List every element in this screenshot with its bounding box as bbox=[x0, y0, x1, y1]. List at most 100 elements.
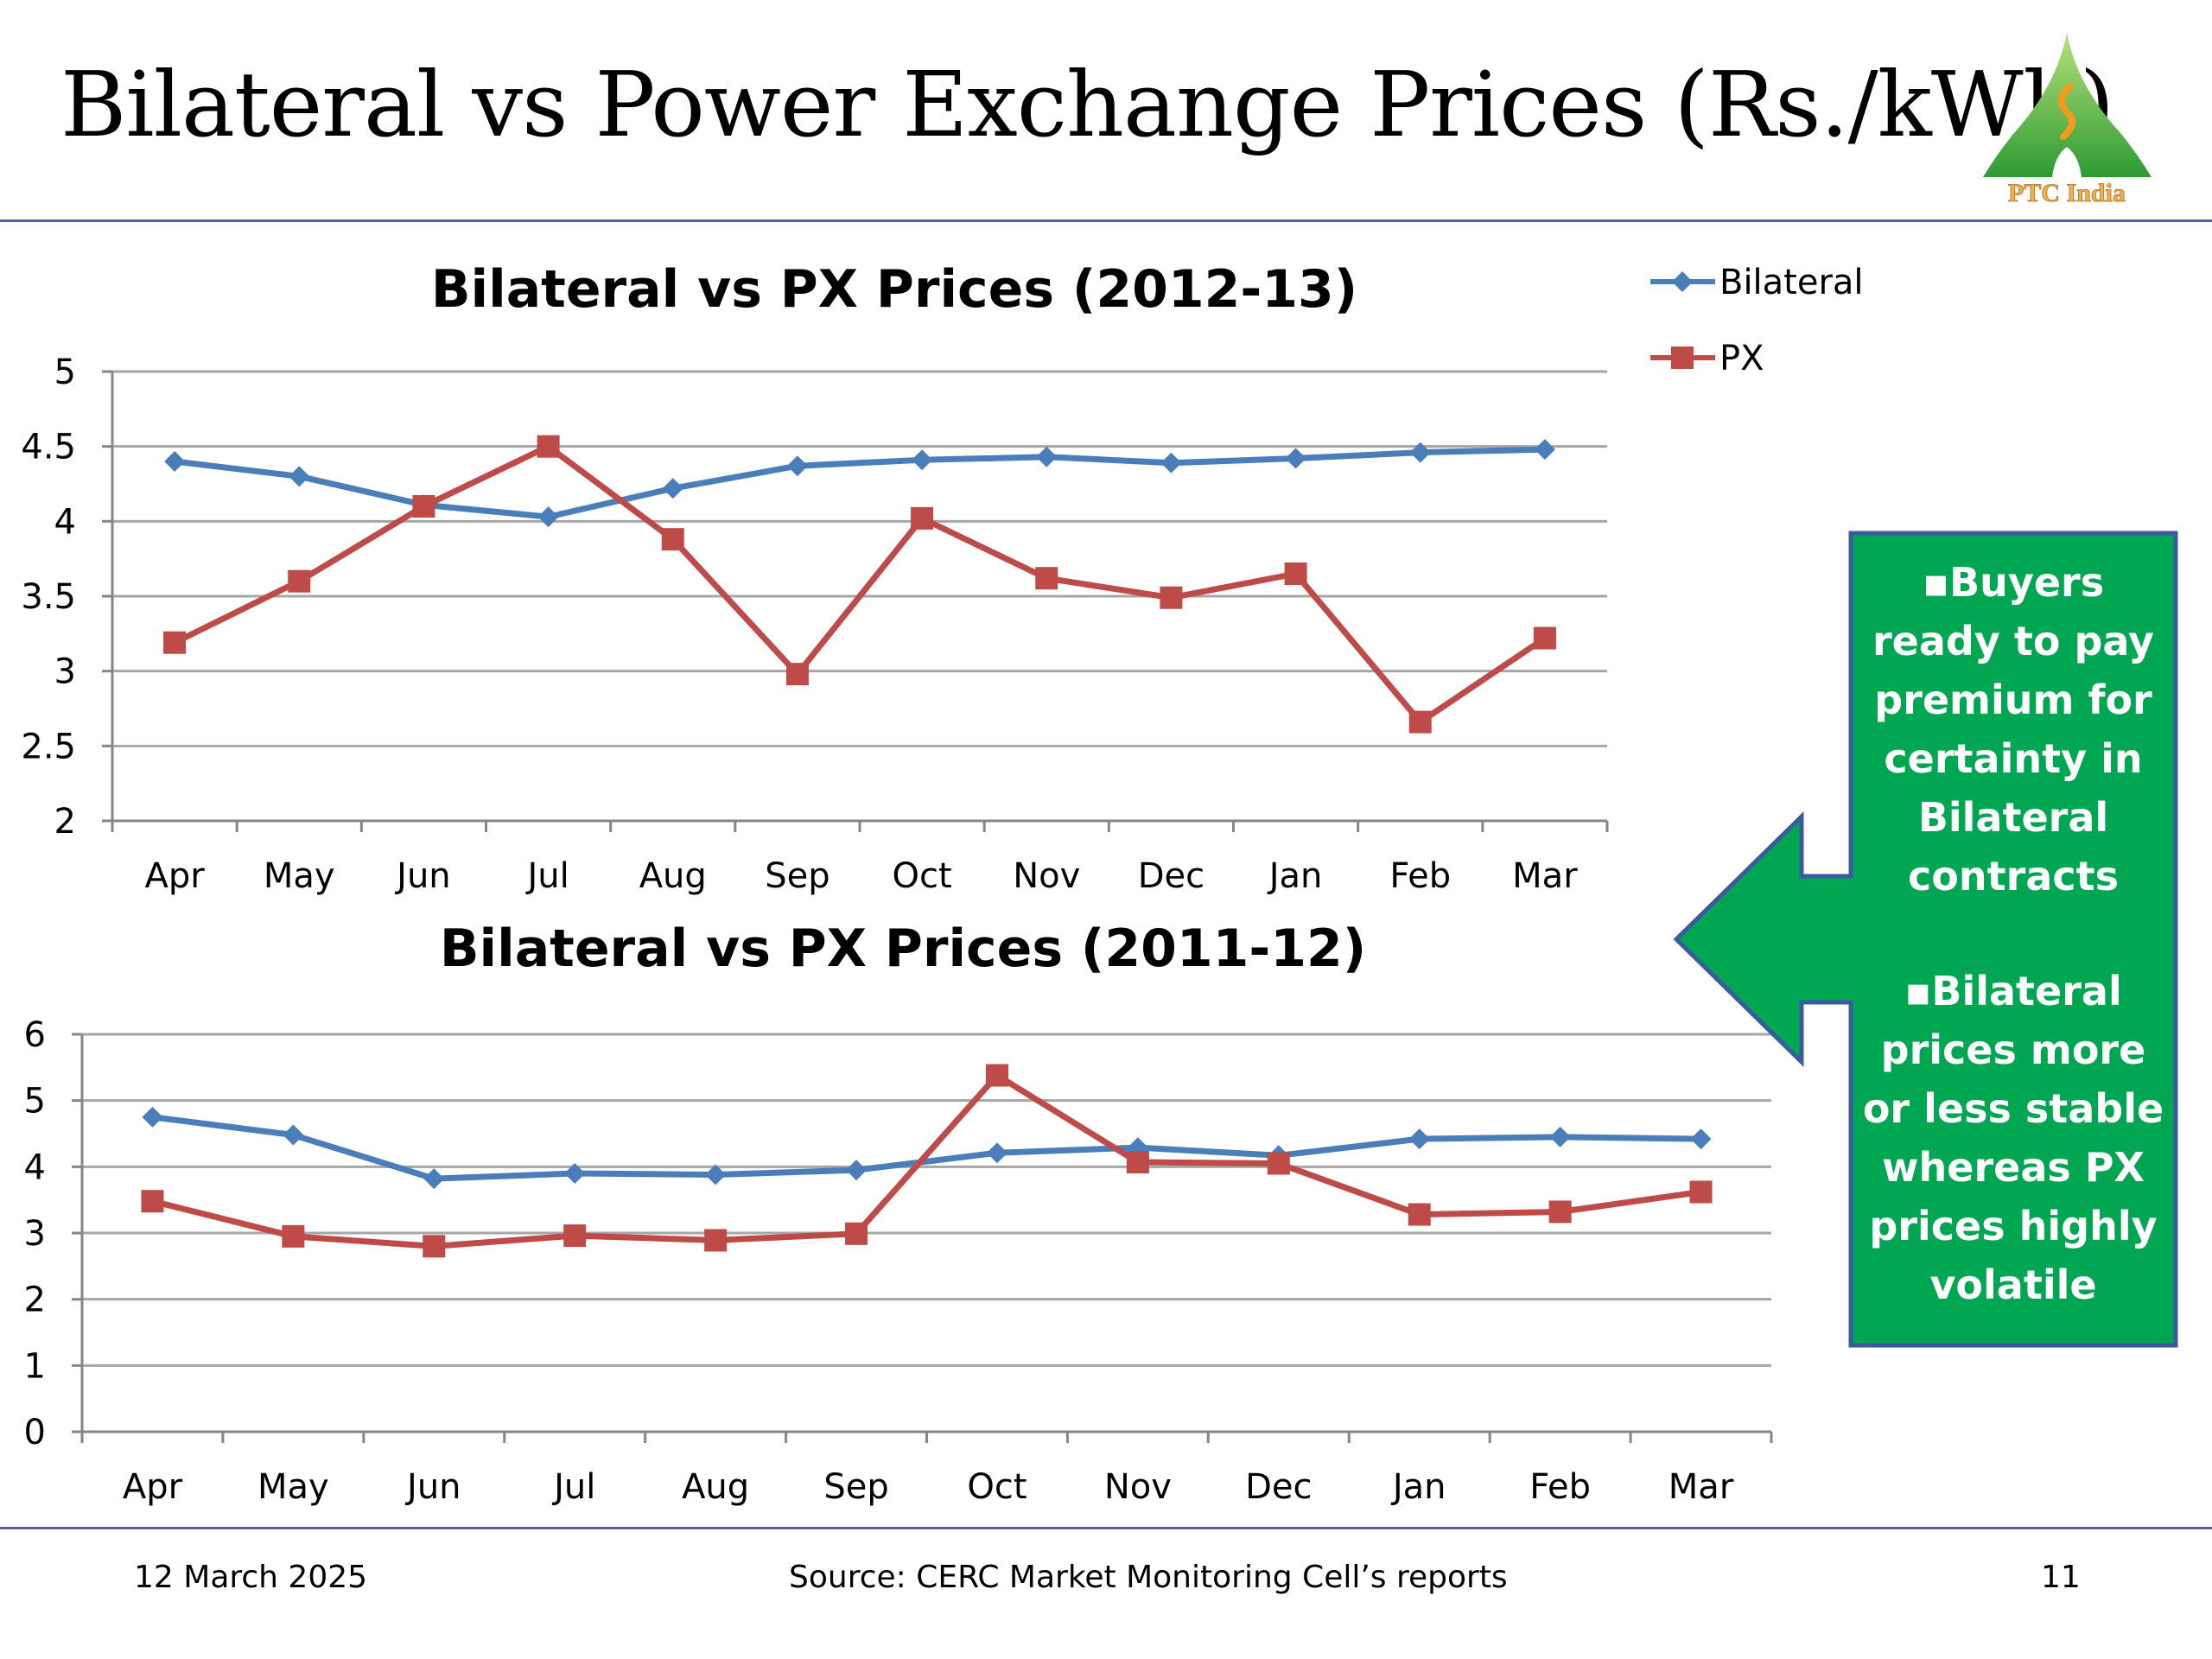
chart-1-x-tick-label: Dec bbox=[1138, 856, 1205, 896]
chart-1-x-tick-label: May bbox=[264, 856, 335, 896]
chart-2-px-point bbox=[845, 1222, 868, 1245]
chart-2-y-tick-label: 0 bbox=[24, 1413, 46, 1452]
chart-1-bilateral-point bbox=[1160, 452, 1182, 474]
chart-1-px-point bbox=[1408, 710, 1432, 734]
chart-2-series-px bbox=[141, 1064, 1713, 1258]
chart-1-px-point bbox=[537, 435, 560, 458]
chart-1-bilateral-point bbox=[662, 478, 683, 499]
chart-2-x-tick-label: Nov bbox=[1104, 1467, 1172, 1507]
chart-1-y-tick-label: 2.5 bbox=[21, 727, 76, 766]
chart-2011-12: Bilateral vs PX Prices (2011-12) 0 1 2 3 4 5 6 A… bbox=[24, 918, 1773, 1507]
chart-2-bilateral-point bbox=[283, 1124, 304, 1146]
logo-tent-shape bbox=[1983, 33, 2152, 177]
chart-2-y-tick-label: 1 bbox=[24, 1346, 46, 1386]
chart-1-x-tick-label: Sep bbox=[765, 856, 830, 896]
chart-1-x-tick-label: Jun bbox=[394, 856, 451, 896]
chart-1-x-tick-label: Jan bbox=[1267, 856, 1323, 896]
chart-1-y-tick-label: 4 bbox=[54, 502, 76, 542]
chart-2-series-bilateral-line bbox=[152, 1114, 1701, 1182]
chart-1-y-tick-label: 3 bbox=[54, 652, 76, 692]
chart-1-bilateral-point bbox=[289, 466, 310, 487]
callout-arrow bbox=[1673, 531, 2178, 1348]
legend-label: Bilateral bbox=[1719, 263, 1864, 302]
chart-2-px-point bbox=[1126, 1150, 1149, 1173]
chart-2-x-tick-label: Jan bbox=[1390, 1467, 1446, 1507]
footer-rule bbox=[0, 1527, 2212, 1529]
chart-2-y-tick-label: 6 bbox=[24, 1015, 46, 1055]
chart-2-px-point bbox=[141, 1190, 164, 1213]
footer-date: 12 March 2025 bbox=[134, 1560, 368, 1595]
chart-2-series-bilateral bbox=[142, 1106, 1712, 1190]
chart-2-px-point bbox=[1408, 1203, 1431, 1226]
chart-1-x-tick-label: Oct bbox=[892, 856, 951, 896]
callout-arrow-shape bbox=[1673, 531, 2178, 1348]
chart-2-x-tick-label: Jul bbox=[551, 1467, 595, 1507]
chart-2-px-point bbox=[423, 1235, 446, 1258]
chart-2-px-point bbox=[1548, 1200, 1572, 1224]
chart-1-title: Bilateral vs PX Prices (2012-13) bbox=[431, 259, 1357, 320]
chart-2-px-point bbox=[563, 1224, 587, 1248]
chart-2-bilateral-point bbox=[564, 1163, 586, 1184]
chart-2-bilateral-point bbox=[423, 1168, 445, 1190]
chart-1-px-point bbox=[785, 663, 809, 686]
chart-1-px-point bbox=[1035, 567, 1058, 590]
chart-1-px-point bbox=[661, 528, 684, 551]
chart-2-px-point bbox=[1689, 1180, 1713, 1204]
chart-1-series-bilateral-line bbox=[174, 446, 1546, 520]
header-rule bbox=[0, 219, 2212, 222]
legend-label: PX bbox=[1719, 339, 1764, 378]
slide-title: Bilateral vs Power Exchange Prices (Rs./… bbox=[60, 52, 2114, 157]
chart-1-bilateral-point bbox=[786, 455, 808, 477]
chart-1-px-point bbox=[288, 569, 311, 593]
chart-2-px-point bbox=[985, 1064, 1008, 1087]
chart-2-series-px-line bbox=[151, 1072, 1702, 1249]
legend-item-bilateral: Bilateral bbox=[1650, 263, 1864, 302]
chart-2012-13: Bilateral vs PX Prices (2012-13) 2 2.5 3 3.5… bbox=[21, 259, 1864, 896]
chart-2-px-point bbox=[282, 1224, 305, 1248]
chart-1-px-point bbox=[1284, 563, 1307, 585]
ptc-india-logo: PTC India bbox=[1983, 33, 2152, 207]
chart-2-bilateral-point bbox=[986, 1142, 1007, 1164]
footer-page-number: 11 bbox=[2041, 1560, 2081, 1595]
chart-1-bilateral-point bbox=[164, 451, 186, 472]
chart-1-bilateral-point bbox=[912, 449, 933, 471]
chart-2-title: Bilateral vs PX Prices (2011-12) bbox=[440, 918, 1366, 979]
chart-2-x-tick-label: Feb bbox=[1529, 1467, 1591, 1507]
chart-2-x-tick-label: Oct bbox=[967, 1467, 1027, 1507]
chart-2-px-point bbox=[704, 1229, 728, 1252]
chart-2-x-tick-label: Dec bbox=[1245, 1467, 1312, 1507]
chart-2-bilateral-point bbox=[1408, 1128, 1430, 1150]
chart-2-x-tick-label: Aug bbox=[682, 1467, 749, 1507]
footer-source: Source: CERC Market Monitoring Cell’s re… bbox=[789, 1560, 1508, 1595]
chart-2-bilateral-point bbox=[142, 1106, 163, 1128]
chart-1-px-point bbox=[1533, 626, 1556, 650]
chart-2-y-tick-label: 5 bbox=[24, 1082, 46, 1122]
chart-1-x-tick-label: Feb bbox=[1389, 856, 1451, 896]
chart-1-x-tick-label: Nov bbox=[1013, 856, 1080, 896]
legend-swatch-marker bbox=[1672, 271, 1693, 292]
chart-2-bilateral-point bbox=[705, 1164, 727, 1185]
callout-point-1: ▪Buyers ready to pay premium for certain… bbox=[1872, 559, 2154, 899]
chart-1-y-tick-label: 3.5 bbox=[21, 577, 76, 617]
chart-1-y-tick-label: 4.5 bbox=[21, 428, 76, 467]
callout-point-2: ▪Bilateral prices more or less stable wh… bbox=[1862, 968, 2164, 1308]
chart-1-px-point bbox=[412, 495, 435, 518]
chart-1-bilateral-point bbox=[1036, 446, 1058, 467]
chart-1-x-tick-label: Apr bbox=[144, 856, 205, 896]
logo-text: PTC India bbox=[2008, 179, 2126, 207]
chart-1-y-tick-label: 2 bbox=[54, 802, 76, 842]
chart-2-bilateral-point bbox=[1690, 1128, 1712, 1150]
chart-2-x-tick-label: May bbox=[257, 1467, 329, 1507]
chart-1-px-point bbox=[911, 506, 934, 530]
chart-1-x-tick-label: Jul bbox=[524, 856, 569, 896]
chart-1-series-px bbox=[163, 435, 1556, 734]
chart-2-y-tick-label: 3 bbox=[24, 1214, 46, 1254]
chart-1-px-point bbox=[163, 631, 187, 654]
legend-swatch-marker bbox=[1671, 346, 1694, 369]
chart-1-y-tick-label: 5 bbox=[54, 353, 76, 392]
chart-1-x-tick-label: Aug bbox=[639, 856, 707, 896]
chart-2-x-tick-label: Sep bbox=[823, 1467, 888, 1507]
callout-text: ▪Buyers ready to pay premium for certain… bbox=[1853, 553, 2173, 1314]
logo-flame-shape bbox=[2058, 83, 2075, 140]
chart-1-bilateral-point bbox=[1285, 448, 1306, 469]
